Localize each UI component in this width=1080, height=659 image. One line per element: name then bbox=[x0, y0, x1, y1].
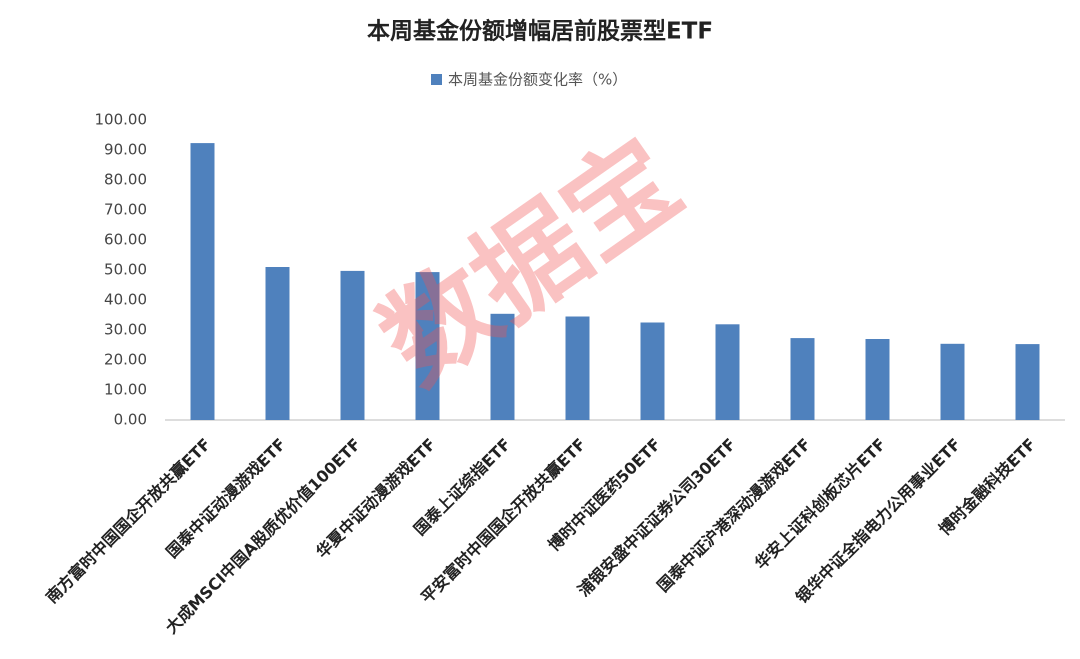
y-tick-label: 60.00 bbox=[104, 231, 147, 249]
legend-label: 本周基金份额变化率（%） bbox=[448, 71, 627, 89]
bar bbox=[940, 343, 965, 420]
x-tick-label: 国泰中证沪港深动漫游戏ETF bbox=[653, 435, 814, 596]
bar bbox=[265, 267, 290, 420]
y-tick-label: 30.00 bbox=[104, 321, 147, 339]
y-tick-label: 90.00 bbox=[104, 141, 147, 159]
x-tick-label: 浦银安盛中证证券公司30ETF bbox=[574, 435, 739, 600]
y-tick-label: 40.00 bbox=[104, 291, 147, 309]
y-tick-label: 80.00 bbox=[104, 171, 147, 189]
chart-title: 本周基金份额增幅居前股票型ETF bbox=[367, 18, 713, 45]
bar bbox=[340, 270, 365, 420]
bar bbox=[715, 324, 740, 420]
bar bbox=[865, 339, 890, 420]
y-tick-label: 20.00 bbox=[104, 351, 147, 369]
x-tick-label: 华安上证科创板芯片ETF bbox=[751, 435, 889, 573]
y-tick-label: 50.00 bbox=[104, 261, 147, 279]
y-tick-label: 0.00 bbox=[114, 411, 147, 429]
bar bbox=[790, 338, 815, 420]
bar bbox=[415, 272, 440, 420]
bar bbox=[1015, 344, 1040, 420]
y-tick-label: 10.00 bbox=[104, 381, 147, 399]
bar bbox=[190, 143, 215, 420]
y-tick-label: 70.00 bbox=[104, 201, 147, 219]
bar bbox=[565, 316, 590, 420]
bar bbox=[490, 313, 515, 420]
bar bbox=[640, 322, 665, 420]
legend-swatch bbox=[431, 74, 442, 85]
y-tick-label: 100.00 bbox=[95, 111, 148, 129]
